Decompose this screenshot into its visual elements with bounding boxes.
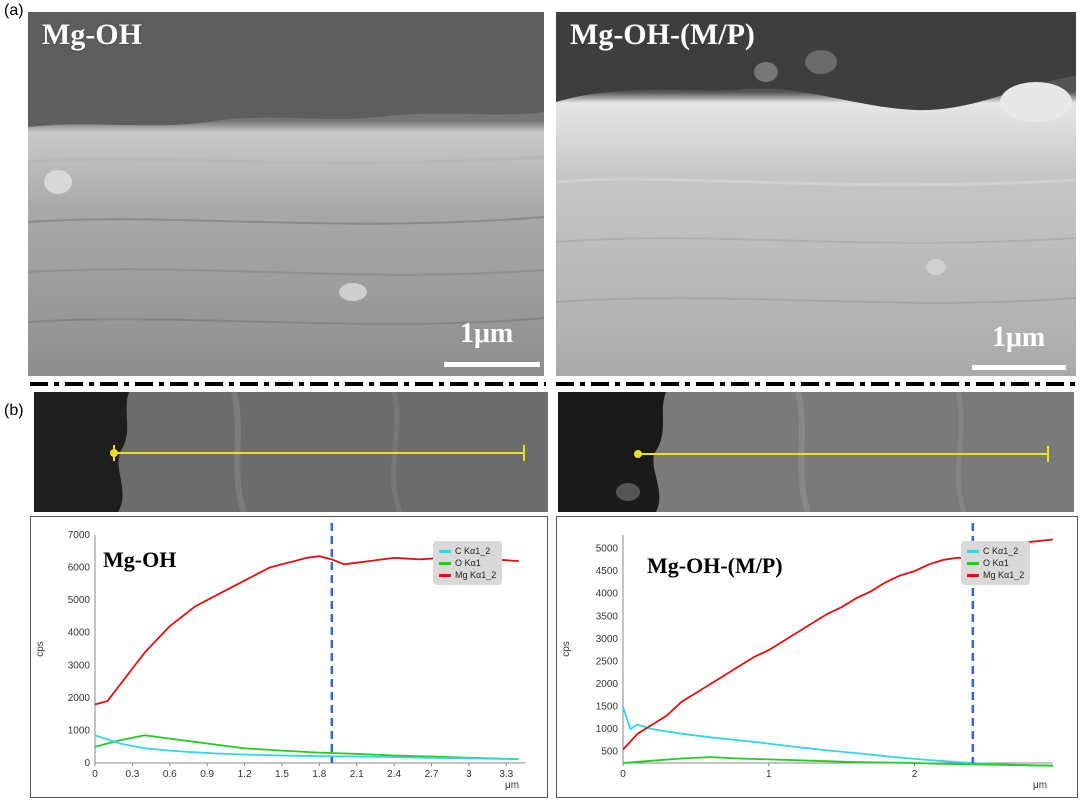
legend-item-c: C Kα1_2 bbox=[439, 545, 496, 557]
y-tick-label: 1000 bbox=[596, 724, 619, 735]
scale-label-right: 1μm bbox=[992, 322, 1046, 353]
linescan-image-left bbox=[34, 392, 548, 512]
y-tick-label: 500 bbox=[601, 747, 618, 758]
x-tick-label: 3.3 bbox=[499, 769, 513, 780]
linescan-texture-right bbox=[558, 392, 1074, 512]
scale-bar-left bbox=[444, 362, 540, 367]
chart-right-legend: C Kα1_2 O Kα1 Mg Kα1_2 bbox=[961, 541, 1031, 585]
legend-item-o: O Kα1 bbox=[439, 557, 496, 569]
y-tick-label: 7000 bbox=[68, 530, 91, 541]
y-tick-label: 2000 bbox=[596, 679, 619, 690]
y-tick-label: 4000 bbox=[596, 589, 619, 600]
y-tick-label: 6000 bbox=[68, 563, 91, 574]
y-tick-label: 4500 bbox=[596, 566, 619, 577]
y-tick-label: 3500 bbox=[596, 611, 619, 622]
series-line-c bbox=[94, 734, 519, 760]
y-tick-label: 3000 bbox=[68, 660, 91, 671]
chart-left: 0 1000 2000 3000 4000 5000 6000 7000 0 0.3 0.6 0.9 1… bbox=[35, 523, 525, 791]
x-tick-label: 0.3 bbox=[125, 769, 139, 780]
y-tick-label: 4000 bbox=[68, 628, 91, 639]
y-axis-label: cps bbox=[35, 641, 46, 657]
y-tick-label: 3000 bbox=[596, 634, 619, 645]
x-tick-label: 0 bbox=[620, 769, 626, 780]
panel-label-a: (a) bbox=[4, 2, 24, 19]
chart-right-frame: 500 1000 1500 2000 2500 3000 3500 4000 4500 5000 0… bbox=[556, 516, 1078, 798]
legend-item-o: O Kα1 bbox=[967, 557, 1024, 569]
y-tick-label: 5000 bbox=[68, 595, 91, 606]
divider-left bbox=[30, 382, 546, 386]
y-axis-label: cps bbox=[561, 641, 572, 657]
x-tick-label: 3 bbox=[466, 769, 472, 780]
y-tick-label: 2000 bbox=[68, 693, 91, 704]
sem-image-left: Mg-OH 1μm bbox=[28, 12, 544, 376]
x-axis-label: μm bbox=[505, 780, 519, 791]
sem-texture-left bbox=[28, 12, 544, 376]
legend-item-c: C Kα1_2 bbox=[967, 545, 1024, 557]
x-tick-label: 1.8 bbox=[312, 769, 326, 780]
series-line-o bbox=[622, 756, 1054, 767]
scale-label-left: 1μm bbox=[460, 318, 514, 349]
sem-image-right: Mg-OH-(M/P) 1μm bbox=[556, 12, 1076, 376]
sem-texture-right bbox=[556, 12, 1076, 376]
legend-item-mg: Mg Kα1_2 bbox=[967, 569, 1024, 581]
linescan-texture-left bbox=[34, 392, 548, 512]
chart-left-title: Mg-OH bbox=[103, 547, 177, 572]
x-tick-label: 2.1 bbox=[350, 769, 364, 780]
linescan-image-right bbox=[558, 392, 1074, 512]
chart-left-legend: C Kα1_2 O Kα1 Mg Kα1_2 bbox=[433, 541, 503, 585]
series-line-o bbox=[94, 734, 519, 760]
scale-bar-right bbox=[972, 365, 1066, 370]
panel-label-b: (b) bbox=[4, 402, 24, 419]
x-tick-label: 2 bbox=[912, 769, 918, 780]
x-axis-label: μm bbox=[1033, 780, 1047, 791]
divider-right bbox=[556, 382, 1076, 386]
x-tick-label: 2.7 bbox=[425, 769, 439, 780]
y-tick-label: 1500 bbox=[596, 702, 619, 713]
x-tick-label: 0.9 bbox=[200, 769, 214, 780]
chart-left-frame: 0 1000 2000 3000 4000 5000 6000 7000 0 0.3 0.6 0.9 1… bbox=[30, 516, 548, 798]
x-tick-label: 0.6 bbox=[163, 769, 177, 780]
x-tick-label: 1.5 bbox=[275, 769, 289, 780]
y-tick-label: 1000 bbox=[68, 725, 91, 736]
x-tick-label: 2.4 bbox=[387, 769, 401, 780]
y-tick-label: 2500 bbox=[596, 656, 619, 667]
legend-item-mg: Mg Kα1_2 bbox=[439, 569, 496, 581]
series-line-mg bbox=[94, 555, 519, 706]
x-tick-label: 1 bbox=[766, 769, 772, 780]
y-tick-label: 0 bbox=[84, 758, 90, 769]
x-tick-label: 0 bbox=[92, 769, 98, 780]
chart-right-title: Mg-OH-(M/P) bbox=[647, 553, 783, 578]
sem-title-left: Mg-OH bbox=[42, 18, 142, 51]
y-tick-label: 5000 bbox=[596, 544, 619, 555]
series-line-c bbox=[622, 706, 1054, 767]
sem-title-right: Mg-OH-(M/P) bbox=[570, 18, 755, 51]
x-tick-label: 1.2 bbox=[238, 769, 252, 780]
